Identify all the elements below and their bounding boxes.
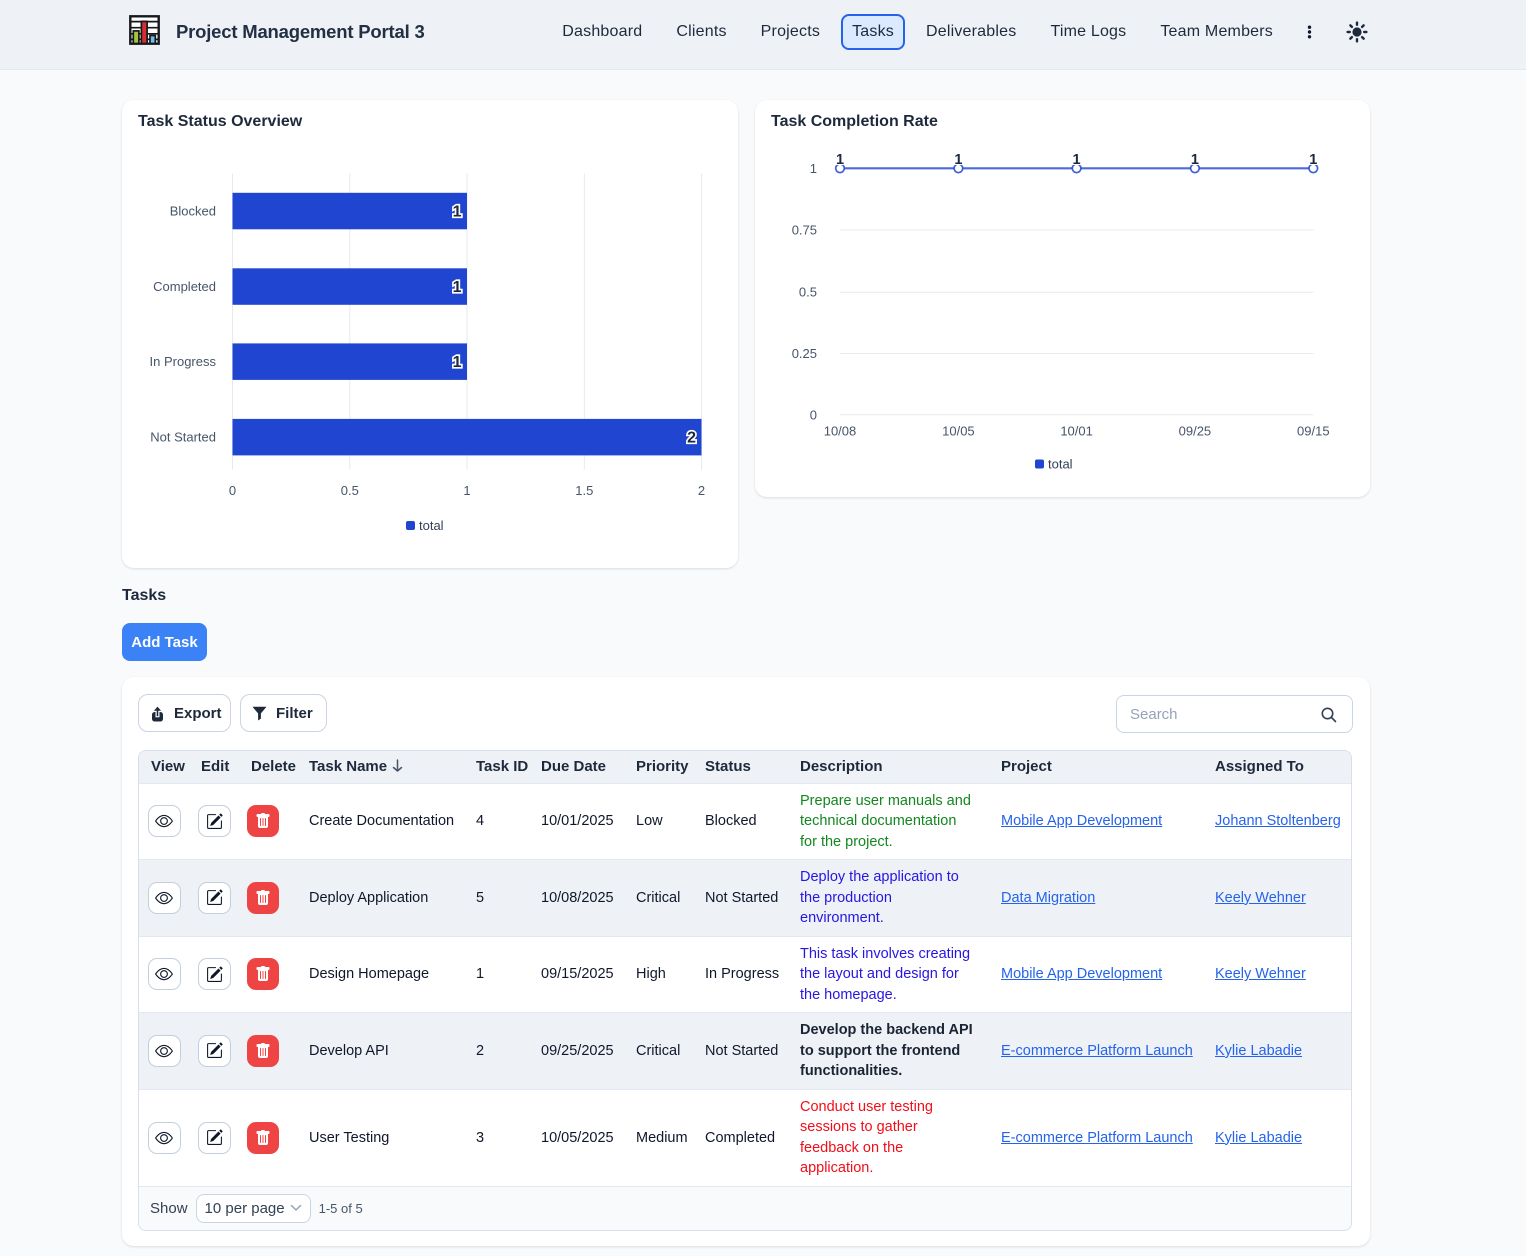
- svg-text:1: 1: [836, 152, 844, 168]
- svg-text:0.5: 0.5: [799, 285, 817, 300]
- svg-text:1: 1: [1191, 152, 1199, 168]
- svg-text:In Progress: In Progress: [150, 354, 217, 369]
- svg-text:0: 0: [810, 407, 817, 422]
- svg-text:Completed: Completed: [153, 279, 216, 294]
- svg-text:0: 0: [229, 483, 236, 498]
- svg-text:09/15: 09/15: [1297, 424, 1330, 439]
- svg-text:2: 2: [698, 483, 705, 498]
- svg-text:1: 1: [810, 161, 817, 176]
- svg-text:10/08: 10/08: [824, 424, 857, 439]
- svg-text:Blocked: Blocked: [170, 204, 216, 219]
- svg-text:1: 1: [453, 204, 462, 221]
- svg-text:total: total: [1048, 457, 1073, 472]
- svg-text:0.5: 0.5: [341, 483, 359, 498]
- svg-text:1: 1: [1309, 152, 1317, 168]
- svg-text:0.25: 0.25: [792, 346, 817, 361]
- svg-text:1: 1: [453, 354, 462, 371]
- svg-text:total: total: [419, 518, 444, 533]
- svg-text:10/01: 10/01: [1060, 424, 1093, 439]
- svg-text:1: 1: [463, 483, 470, 498]
- svg-text:10/05: 10/05: [942, 424, 975, 439]
- svg-text:2: 2: [687, 430, 696, 447]
- svg-text:1: 1: [453, 279, 462, 296]
- svg-text:0.75: 0.75: [792, 223, 817, 238]
- svg-text:1: 1: [954, 152, 962, 168]
- svg-text:09/25: 09/25: [1179, 424, 1212, 439]
- svg-text:1.5: 1.5: [575, 483, 593, 498]
- svg-text:1: 1: [1073, 152, 1081, 168]
- svg-text:Not Started: Not Started: [150, 430, 216, 445]
